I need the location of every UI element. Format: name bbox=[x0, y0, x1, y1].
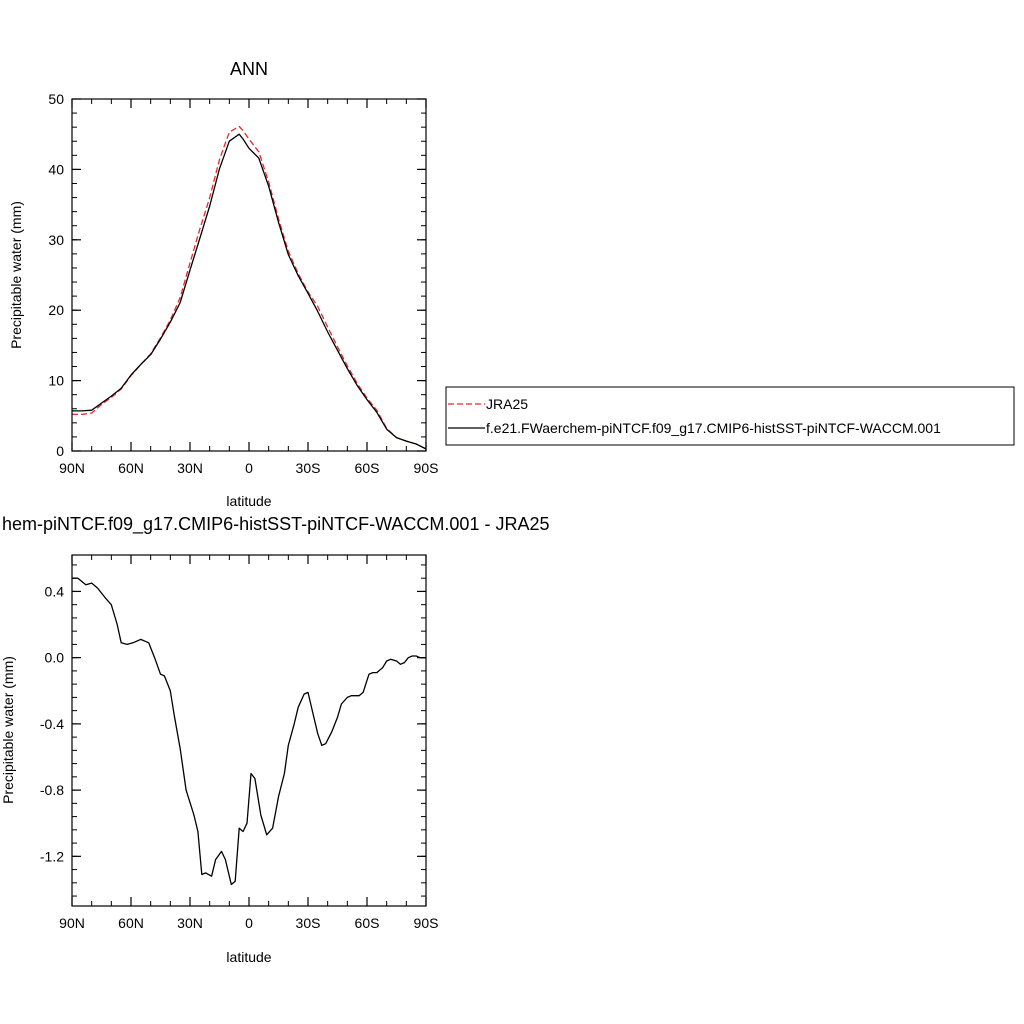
x-tick-label: 90S bbox=[414, 460, 439, 476]
y-tick-label: 0 bbox=[56, 443, 64, 459]
x-tick-label: 30S bbox=[296, 915, 321, 931]
y-tick-label: -0.8 bbox=[40, 782, 64, 798]
legend-label-model: f.e21.FWaerchem-piNTCF.f09_g17.CMIP6-his… bbox=[486, 420, 941, 436]
top-x-axis-title: latitude bbox=[226, 493, 271, 509]
bottom-x-axis-title: latitude bbox=[226, 949, 271, 965]
series-line-difference bbox=[72, 577, 426, 886]
y-tick-label: 10 bbox=[48, 373, 64, 389]
bottom-plot-frame bbox=[71, 554, 427, 907]
bottom-y-axis-title: Precipitable water (mm) bbox=[0, 656, 16, 804]
series-line-jra25 bbox=[72, 125, 427, 450]
legend-entry-model: f.e21.FWaerchem-piNTCF.f09_g17.CMIP6-his… bbox=[448, 420, 941, 436]
x-tick-label: 0 bbox=[245, 915, 253, 931]
y-tick-label: 0.0 bbox=[45, 650, 65, 666]
y-tick-label: 40 bbox=[48, 161, 64, 177]
bottom-plot-area: 90N 60N 30N 0 30S 60S 90S 0.4 0.0 -0.4 -0.8 -1.2 bbox=[40, 555, 439, 931]
top-chart-title: ANN bbox=[230, 59, 268, 79]
legend-box bbox=[445, 386, 1015, 446]
x-tick-label: 30N bbox=[177, 460, 203, 476]
y-tick-label: 30 bbox=[48, 232, 64, 248]
y-tick-label: 20 bbox=[48, 302, 64, 318]
top-plot-area: 90N 60N 30N 0 30S 60S 90S 0 10 20 30 40 50 bbox=[48, 91, 438, 476]
y-tick-label: -1.2 bbox=[40, 848, 64, 864]
x-tick-label: 60S bbox=[355, 460, 380, 476]
x-tick-label: 60N bbox=[118, 460, 144, 476]
x-tick-label: 90S bbox=[414, 915, 439, 931]
legend-label-jra25: JRA25 bbox=[486, 396, 528, 412]
x-tick-label: 30S bbox=[296, 460, 321, 476]
x-tick-label: 60N bbox=[118, 915, 144, 931]
top-plot-frame bbox=[71, 98, 427, 452]
legend-entry-jra25: JRA25 bbox=[448, 396, 528, 412]
x-tick-label: 60S bbox=[355, 915, 380, 931]
y-tick-label: -0.4 bbox=[40, 716, 64, 732]
y-tick-label: 0.4 bbox=[45, 583, 65, 599]
x-tick-label: 90N bbox=[59, 915, 85, 931]
bottom-panel: hem-piNTCF.f09_g17.CMIP6-histSST-piNTCF-… bbox=[0, 514, 549, 965]
x-tick-label: 90N bbox=[59, 460, 85, 476]
x-tick-label: 30N bbox=[177, 915, 203, 931]
y-tick-label: 50 bbox=[48, 91, 64, 107]
top-y-axis-title: Precipitable water (mm) bbox=[8, 201, 24, 349]
series-line-f-e21-fwaerchem-pintcf-f09-g17 bbox=[72, 133, 427, 450]
x-tick-label: 0 bbox=[245, 460, 253, 476]
top-panel: ANN Precipitable water (mm) latitude 90N… bbox=[8, 59, 438, 509]
legend: JRA25 f.e21.FWaerchem-piNTCF.f09_g17.CMI… bbox=[445, 386, 1015, 446]
bottom-chart-title: hem-piNTCF.f09_g17.CMIP6-histSST-piNTCF-… bbox=[2, 514, 549, 535]
